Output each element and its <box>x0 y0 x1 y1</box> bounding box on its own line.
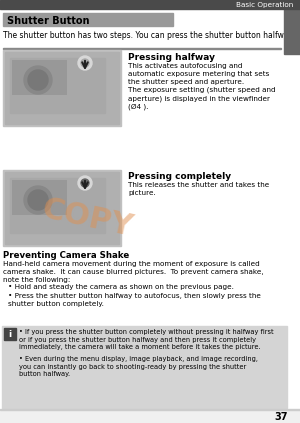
Bar <box>0 409 300 410</box>
Text: Hand-held camera movement during the moment of exposure is called
camera shake. : Hand-held camera movement during the mom… <box>3 261 264 283</box>
Text: • Press the shutter button halfway to autofocus, then slowly press the
shutter b: • Press the shutter button halfway to au… <box>8 293 261 307</box>
Bar <box>3 50 121 126</box>
Text: Basic Operation: Basic Operation <box>236 3 293 8</box>
Bar <box>10 58 105 113</box>
Text: COPY: COPY <box>40 194 136 242</box>
Circle shape <box>24 66 52 94</box>
Text: • If you press the shutter button completely without pressing it halfway first
o: • If you press the shutter button comple… <box>19 329 274 350</box>
Text: • Even during the menu display, image playback, and image recording,
you can ins: • Even during the menu display, image pl… <box>19 356 258 377</box>
Bar <box>0 410 300 423</box>
Bar <box>12 60 67 95</box>
Text: Shutter Button: Shutter Button <box>7 16 89 25</box>
Circle shape <box>28 190 48 210</box>
Text: Pressing completely: Pressing completely <box>128 172 231 181</box>
Bar <box>5 172 119 244</box>
Bar <box>0 0 300 9</box>
Text: • Hold and steady the camera as shown on the previous page.: • Hold and steady the camera as shown on… <box>8 284 234 290</box>
Circle shape <box>28 70 48 90</box>
Circle shape <box>81 59 89 67</box>
Bar <box>5 52 119 124</box>
Text: Pressing halfway: Pressing halfway <box>128 53 215 62</box>
Text: The shutter button has two steps. You can press the shutter button halfway. Then: The shutter button has two steps. You ca… <box>3 31 300 40</box>
Circle shape <box>78 176 92 190</box>
Bar <box>2 326 287 408</box>
Text: 37: 37 <box>274 412 288 421</box>
Text: i: i <box>8 330 12 339</box>
Circle shape <box>78 56 92 70</box>
Bar <box>12 180 67 215</box>
Bar <box>3 48 281 49</box>
Text: Preventing Camera Shake: Preventing Camera Shake <box>3 251 129 260</box>
Bar <box>10 178 105 233</box>
Text: This releases the shutter and takes the
picture.: This releases the shutter and takes the … <box>128 182 269 196</box>
Bar <box>3 170 121 246</box>
Bar <box>3 13 173 26</box>
Text: This activates autofocusing and
automatic exposure metering that sets
the shutte: This activates autofocusing and automati… <box>128 63 276 110</box>
Circle shape <box>81 179 89 187</box>
Bar <box>4 328 16 340</box>
Bar <box>284 9 300 54</box>
Circle shape <box>24 186 52 214</box>
